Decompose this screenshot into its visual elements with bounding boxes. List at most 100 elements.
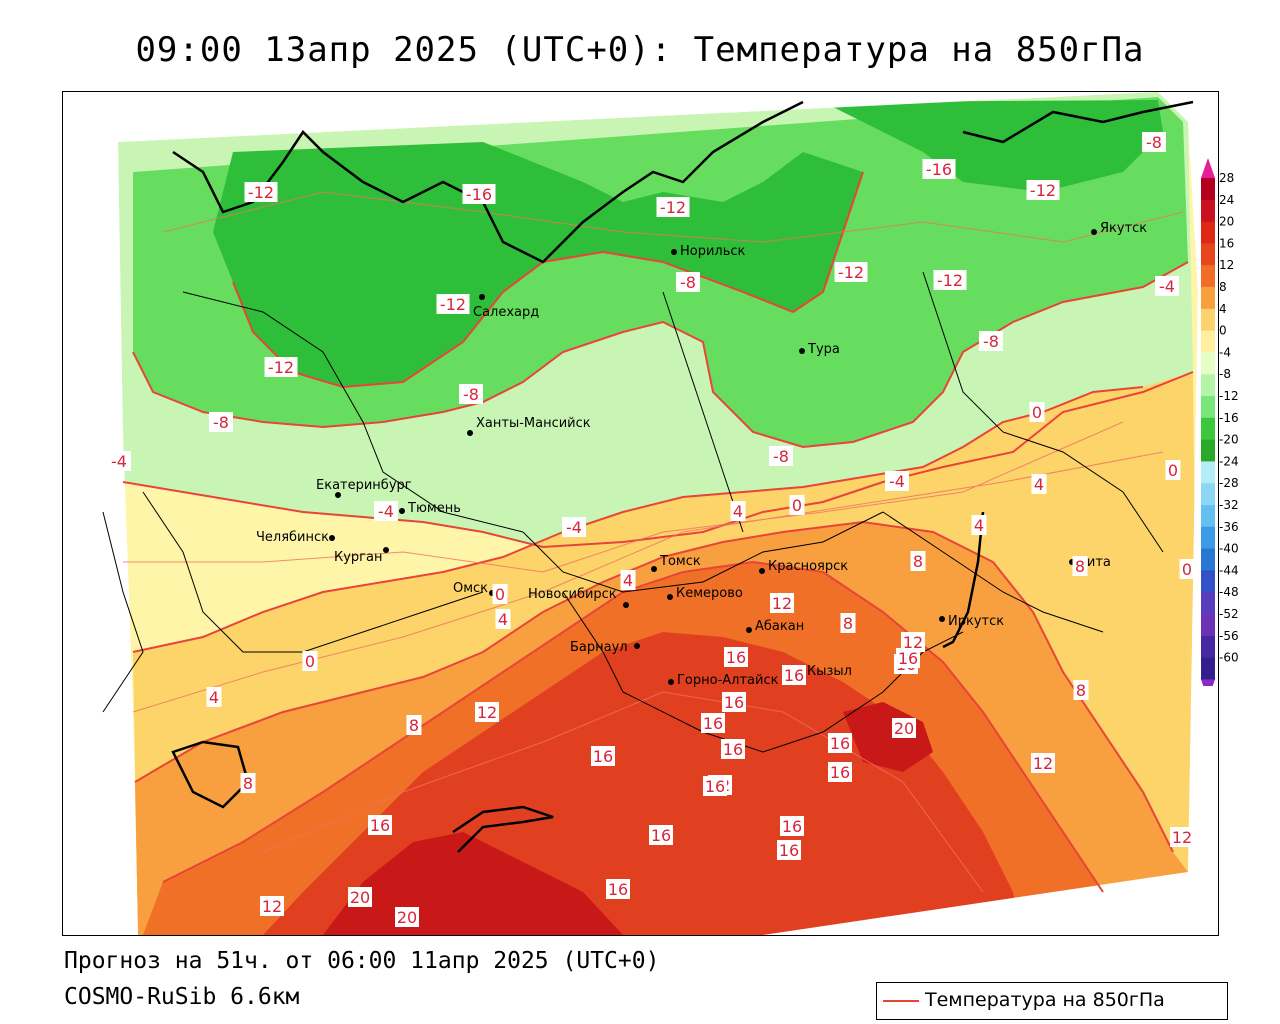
colorbar-tick-label: -36 — [1219, 520, 1239, 534]
temperature-map: Норильск Якутск Салехард Тура Ханты-Манс… — [62, 91, 1219, 936]
svg-text:-12: -12 — [440, 295, 466, 314]
colorbar-cell — [1201, 570, 1215, 593]
svg-text:0: 0 — [1032, 403, 1042, 422]
svg-text:-4: -4 — [111, 452, 127, 471]
isotherm-label: 12 — [901, 632, 925, 652]
svg-text:-8: -8 — [213, 413, 229, 432]
svg-text:-12: -12 — [838, 263, 864, 282]
colorbar-tick-label: 28 — [1219, 171, 1234, 185]
svg-text:0: 0 — [1182, 560, 1192, 579]
isotherm-label: 8 — [840, 613, 856, 633]
colorbar-tick-label: -28 — [1219, 476, 1239, 490]
svg-text:16: 16 — [784, 666, 804, 685]
colorbar-cell — [1201, 243, 1215, 266]
legend-line-swatch — [883, 1000, 919, 1002]
svg-text:Челябинск: Челябинск — [256, 530, 329, 545]
colorbar-tick-label: -20 — [1219, 433, 1239, 447]
colorbar-cell — [1201, 308, 1215, 332]
colorbar-cell — [1201, 199, 1215, 223]
isotherm-label: 20 — [395, 907, 419, 927]
isotherm-label: 16 — [606, 879, 630, 899]
isotherm-label: 16 — [724, 647, 748, 667]
svg-text:Красноярск: Красноярск — [768, 559, 848, 574]
isotherm-label: 0 — [1029, 402, 1045, 422]
svg-text:Абакан: Абакан — [755, 619, 804, 634]
svg-text:-8: -8 — [1146, 133, 1162, 152]
colorbar-cell — [1201, 635, 1215, 659]
colorbar-tick-label: -12 — [1219, 389, 1239, 403]
isotherm-label: -4 — [107, 451, 131, 471]
colorbar-tick-label: -48 — [1219, 585, 1239, 599]
svg-text:-8: -8 — [463, 385, 479, 404]
cities: Норильск Якутск Салехард Тура Ханты-Манс… — [256, 221, 1147, 688]
svg-text:16: 16 — [705, 777, 725, 796]
svg-text:Барнаул: Барнаул — [570, 640, 628, 655]
isotherm-label: -16 — [462, 184, 496, 204]
isotherm-label: 12 — [475, 702, 499, 722]
isotherm-label: -4 — [374, 501, 398, 521]
colorbar-tick-label: -60 — [1219, 651, 1239, 665]
city-norilsk: Норильск — [671, 244, 746, 259]
field-dark-green-north — [823, 100, 1163, 192]
colorbar-cell — [1201, 221, 1215, 244]
colorbar-cell — [1201, 505, 1215, 528]
svg-text:-8: -8 — [983, 332, 999, 351]
svg-text:-8: -8 — [773, 447, 789, 466]
city-tyumen: Тюмень — [399, 501, 461, 516]
isotherm-label: 12 — [260, 896, 284, 916]
colorbar-tick-label: -40 — [1219, 542, 1239, 556]
svg-text:-12: -12 — [660, 198, 686, 217]
svg-text:0: 0 — [792, 496, 802, 515]
colorbar-cell — [1201, 614, 1215, 637]
city-chelyabinsk: Челябинск — [256, 530, 335, 545]
svg-text:Кемерово: Кемерово — [676, 586, 743, 601]
svg-text:-4: -4 — [566, 518, 582, 537]
svg-text:-4: -4 — [889, 472, 905, 491]
city-barnaul: Барнаул — [570, 640, 640, 655]
isotherm-label: 16 — [368, 815, 392, 835]
svg-text:8: 8 — [409, 716, 419, 735]
isotherm-label: 4 — [730, 501, 746, 521]
isotherm-label: -8 — [209, 412, 233, 432]
colorbar-tick-label: -44 — [1219, 563, 1239, 577]
city-khanty-mansiysk: Ханты-Мансийск — [467, 416, 591, 436]
svg-text:16: 16 — [593, 747, 613, 766]
isotherm-label: 16 — [828, 762, 852, 782]
svg-text:4: 4 — [209, 688, 219, 707]
isotherm-label: 8 — [406, 715, 422, 735]
isotherm-label: -4 — [885, 471, 909, 491]
isotherm-label: 12 — [770, 593, 794, 613]
svg-text:16: 16 — [370, 816, 390, 835]
svg-text:-16: -16 — [466, 185, 492, 204]
isotherm-label: 16 — [649, 825, 673, 845]
city-gorno-altaysk: Горно-Алтайск — [668, 673, 779, 688]
svg-text:0: 0 — [495, 585, 505, 604]
isotherm-label: 16 — [703, 776, 727, 796]
colorbar-tick-label: -56 — [1219, 629, 1239, 643]
svg-text:Горно-Алтайск: Горно-Алтайск — [677, 673, 779, 688]
model-info: COSMO-RuSib 6.6км — [64, 984, 300, 1010]
svg-text:-12: -12 — [1030, 181, 1056, 200]
isotherm-label: 4 — [1031, 474, 1047, 494]
svg-text:Тура: Тура — [807, 342, 840, 357]
isotherm-label: -8 — [979, 331, 1003, 351]
colorbar-tick-label: -32 — [1219, 498, 1239, 512]
svg-text:12: 12 — [903, 633, 923, 652]
isotherm-label: 16 — [780, 816, 804, 836]
isotherm-label: 8 — [1072, 556, 1088, 576]
isotherm-label: 20 — [892, 718, 916, 738]
colorbar-cell — [1201, 526, 1215, 550]
isotherm-label: 4 — [206, 687, 222, 707]
isotherm-label: -12 — [933, 270, 967, 290]
colorbar-tick-label: 0 — [1219, 324, 1227, 338]
svg-text:Новосибирск: Новосибирск — [528, 587, 617, 602]
isotherm-label: 12 — [1031, 753, 1055, 773]
city-kyzyl: Кызыл — [798, 664, 852, 679]
svg-text:16: 16 — [724, 693, 744, 712]
isotherm-label: -12 — [656, 197, 690, 217]
svg-text:-4: -4 — [378, 502, 394, 521]
city-yakutsk: Якутск — [1091, 221, 1147, 236]
colorbar: 28 24 20 16 12 8 4 0 -4 -8 -12 -16 -20 -24 -28 -32 -36 -4… — [1201, 158, 1239, 686]
isotherm-label: 16 — [777, 840, 801, 860]
colorbar-top-arrow — [1201, 158, 1215, 178]
